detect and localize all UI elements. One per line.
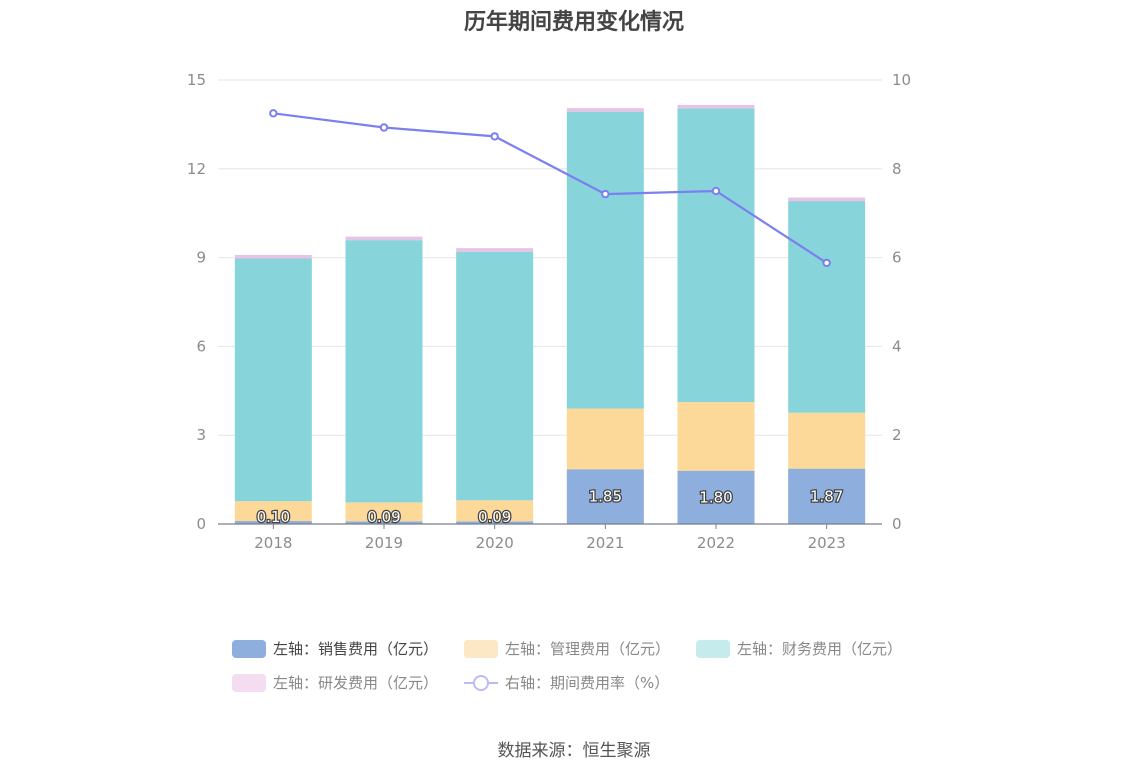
legend-item-sales[interactable]: 左轴：销售费用（亿元） <box>232 638 438 659</box>
source-note: 数据来源：恒生聚源 <box>497 741 651 761</box>
expense-rate-point <box>601 189 610 199</box>
bar-segment <box>345 502 423 522</box>
bar-segment <box>788 412 866 469</box>
bar-data-label: 0.10 <box>257 508 290 526</box>
bar-segment <box>788 468 866 524</box>
y-right-tick-label: 0 <box>892 515 902 533</box>
y-right-tick-label: 4 <box>892 337 902 355</box>
legend-label: 左轴：管理费用（亿元） <box>505 640 671 658</box>
y-left-tick-label: 3 <box>196 426 206 444</box>
expense-rate-point <box>490 132 499 141</box>
bar-segment <box>566 108 644 112</box>
legend-label: 右轴：期间费用率（%） <box>505 674 670 692</box>
bar-segment <box>456 251 534 501</box>
legend-item-admin[interactable]: 左轴：管理费用（亿元） <box>464 638 670 659</box>
expense-rate-point <box>269 109 278 118</box>
bar-data-label: 0.09 <box>367 508 400 526</box>
legend-item-rnd[interactable]: 左轴：研发费用（亿元） <box>232 672 438 693</box>
legend-swatch <box>232 639 266 658</box>
y-right-tick-label: 8 <box>892 160 902 178</box>
bar-segment <box>345 240 423 503</box>
legend-swatch <box>232 673 266 692</box>
bar-segment <box>234 258 312 502</box>
bar-segment <box>788 201 866 413</box>
bar-segment <box>234 254 312 259</box>
expense-rate-point <box>379 123 389 132</box>
x-tick-label: 2020 <box>476 534 514 552</box>
legend-item-finance[interactable]: 左轴：财务费用（亿元） <box>696 638 902 659</box>
bar-segment <box>234 501 312 522</box>
y-right-tick-label: 2 <box>892 426 902 444</box>
bar-data-label: 1.80 <box>699 488 732 506</box>
legend-label: 左轴：销售费用（亿元） <box>273 640 439 658</box>
bar-segment <box>566 469 644 524</box>
bar-segment <box>677 104 755 109</box>
bar-data-label: 1.85 <box>589 488 622 506</box>
bar-layer <box>234 104 866 524</box>
axis-layer: 0 3 6 9 12 15 0 2 4 6 8 10 2018 2019 2020 2021 2022 2023 <box>187 71 911 552</box>
bar-segment <box>566 408 644 470</box>
expense-rate-point <box>711 186 721 196</box>
y-right-tick-label: 6 <box>892 249 902 267</box>
y-left-tick-label: 9 <box>196 249 206 267</box>
expense-rate-line <box>273 112 828 264</box>
bar-segment <box>456 521 534 524</box>
legend-label: 左轴：研发费用（亿元） <box>273 674 439 692</box>
legend-swatch <box>696 639 730 658</box>
legend-label: 左轴：财务费用（亿元） <box>737 640 903 658</box>
label-layer: 0.10 0.09 0.09 1.85 1.80 1.87 <box>255 486 844 527</box>
chart-title: 历年期间费用变化情况 <box>463 10 684 35</box>
grid-layer <box>218 79 882 436</box>
bar-data-label: 1.87 <box>810 487 843 505</box>
bar-segment <box>677 108 755 403</box>
bar-segment <box>677 470 755 524</box>
bar-segment <box>345 236 423 241</box>
y-right-tick-label: 10 <box>892 71 911 89</box>
bar-segment <box>456 500 534 522</box>
bar-data-label: 0.09 <box>478 508 511 526</box>
bar-segment <box>677 402 755 471</box>
y-left-tick-label: 15 <box>187 71 206 89</box>
legend-swatch <box>464 639 498 658</box>
expense-rate-point <box>822 258 831 268</box>
x-tick-label: 2021 <box>586 534 624 552</box>
x-tick-label: 2023 <box>808 534 846 552</box>
bar-segment <box>788 197 866 202</box>
x-tick-label: 2018 <box>254 534 292 552</box>
y-left-tick-label: 6 <box>196 337 206 355</box>
bar-segment <box>234 521 312 524</box>
y-left-tick-label: 0 <box>196 515 206 533</box>
y-left-tick-label: 12 <box>187 160 206 178</box>
bar-segment <box>456 248 534 252</box>
x-tick-label: 2022 <box>697 534 735 552</box>
bar-segment <box>566 111 644 409</box>
bar-segment <box>345 521 423 524</box>
x-tick-label: 2019 <box>365 534 403 552</box>
legend-item-expense-rate[interactable]: 右轴：期间费用率（%） <box>464 672 669 693</box>
legend-line-icon <box>464 674 498 692</box>
line-layer <box>269 109 831 268</box>
